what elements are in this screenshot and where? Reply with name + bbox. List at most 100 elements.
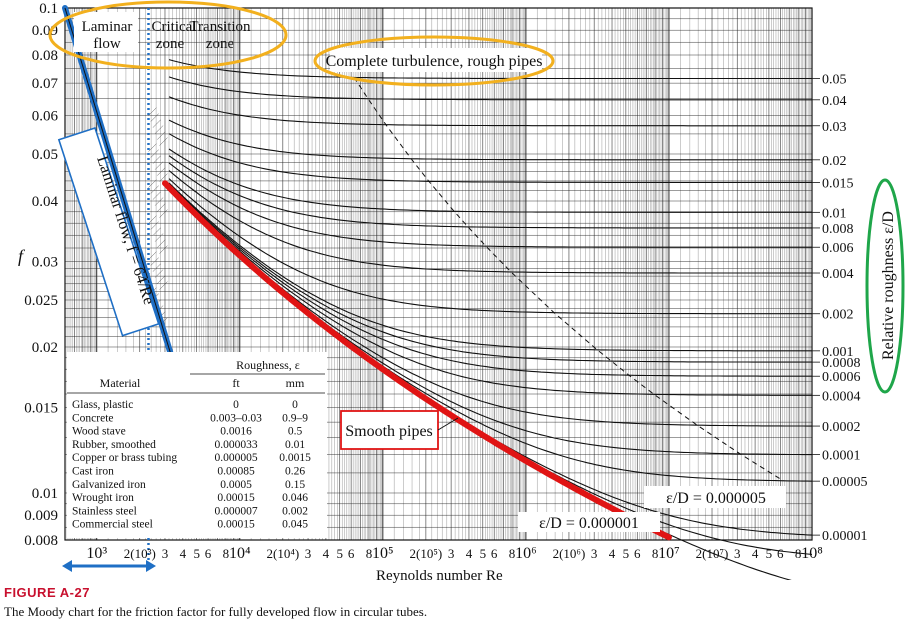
roughness-table-bg	[67, 352, 327, 538]
roughness-curve	[168, 119, 812, 161]
table-cell-ft: 0.000005	[214, 452, 257, 464]
hatch-line	[152, 227, 162, 236]
x-tick-label: 10⁴	[229, 545, 251, 562]
roughness-curve	[168, 170, 812, 274]
table-cell-mm: 0.01	[285, 439, 305, 451]
eps-5e6-bg	[644, 486, 786, 508]
x-tick-label: 3	[305, 546, 312, 561]
x-tick-label: 8	[366, 546, 373, 561]
table-cell-ft: 0.0016	[220, 426, 252, 438]
smooth-pipes-text: Smooth pipes	[345, 423, 433, 440]
x-tick-label: 3	[591, 546, 598, 561]
transition-hatch	[148, 107, 168, 326]
x-tick-label: 2(10⁶)	[553, 546, 586, 561]
table-cell-ft: 0.00015	[217, 492, 255, 504]
turbulence-highlight-ellipse	[313, 35, 555, 87]
roughness-label: 0.00005	[822, 475, 868, 490]
roughness-curve	[168, 178, 812, 315]
arrow-head-right	[146, 560, 156, 572]
table-cell-ft: 0	[233, 399, 239, 411]
roughness-label: 0.03	[822, 120, 847, 135]
x-axis-label: Reynolds number Re	[376, 568, 503, 584]
hatch-line	[150, 185, 159, 194]
hatch-line	[159, 137, 168, 146]
hatch-line	[154, 197, 164, 206]
hatch-line	[148, 251, 157, 260]
table-col-header: ft	[232, 376, 240, 390]
hatch-line	[157, 167, 166, 176]
x-tick-label: 5	[623, 546, 630, 561]
laminar-flow-text: Laminar	[82, 19, 133, 35]
hatch-line	[150, 149, 159, 158]
roughness-label: 0.0008	[822, 356, 861, 371]
table-cell-mm: 0.002	[282, 505, 308, 517]
x-tick-label: 6	[777, 546, 784, 561]
roughness-label: 0.01	[822, 206, 847, 221]
table-cell-mm: 0	[292, 399, 298, 411]
laminar-label-box	[57, 126, 160, 337]
y-tick-label: 0.01	[32, 486, 58, 502]
complete-turbulence-text: Complete turbulence, rough pipes	[326, 53, 543, 70]
x-tick-label: 2(10³)	[124, 546, 156, 561]
hatch-line	[154, 269, 164, 278]
roughness-label: 0.0004	[822, 389, 861, 404]
transition-zone-text: Transition	[189, 19, 251, 35]
table-cell-ft: 0.00085	[217, 466, 255, 478]
figure-title: FIGURE A-27	[4, 585, 90, 600]
y-tick-label: 0.008	[24, 533, 58, 549]
x-tick-label: 6	[205, 546, 212, 561]
table-cell-mm: 0.0015	[279, 452, 311, 464]
x-tick-label: 6	[634, 546, 641, 561]
y-tick-label: 0.05	[32, 147, 58, 163]
arrow-head-left	[62, 560, 72, 572]
x-tick-label: 4	[466, 546, 473, 561]
hatch-line	[154, 161, 164, 170]
table-cell-ft: 0.003–0.03	[210, 412, 262, 424]
x-tick-label: 4	[323, 546, 330, 561]
y-tick-label: 0.07	[32, 76, 59, 92]
table-cell-material: Wood stave	[72, 426, 126, 438]
hatch-line	[152, 191, 162, 200]
hatch-line	[159, 173, 168, 182]
critical-zone-text: zone	[156, 36, 185, 52]
eps-5e6-label: ε/D = 0.000005	[666, 490, 766, 507]
y-tick-label: 0.04	[32, 194, 59, 210]
roughness-curve	[168, 184, 812, 377]
table-cell-material: Stainless steel	[72, 505, 137, 517]
hatch-line	[157, 275, 166, 284]
table-cell-material: Commercial steel	[72, 519, 153, 531]
roughness-curve	[168, 162, 812, 248]
hatch-line	[148, 143, 157, 152]
roughness-label: 0.008	[822, 222, 854, 237]
y2-axis-label: Relative roughness ε/D	[880, 211, 897, 360]
eps-1e6-bg	[518, 512, 660, 532]
roughness-curve	[168, 59, 812, 80]
table-cell-mm: 0.046	[282, 492, 308, 504]
x-tick-label: 5	[766, 546, 773, 561]
hatch-line	[157, 203, 166, 212]
plot-frame	[64, 7, 813, 541]
laminar-flow-text: flow	[93, 36, 121, 52]
critical-zone-text: Critical	[152, 19, 197, 35]
roughness-label: 0.004	[822, 267, 854, 282]
roughness-label: 0.001	[822, 345, 854, 360]
hatch-line	[159, 245, 168, 254]
hatch-line	[157, 239, 166, 248]
table-cell-material: Concrete	[72, 412, 114, 424]
table-cell-mm: 0.5	[288, 426, 303, 438]
x-tick-label: 4	[609, 546, 616, 561]
zone-highlight-ellipse	[48, 0, 288, 70]
smooth-pipes-leader	[437, 417, 459, 431]
table-cell-material: Galvanized iron	[72, 479, 146, 491]
x-tick-label: 5	[193, 546, 200, 561]
y-tick-label: 0.015	[24, 401, 58, 417]
hatch-line	[154, 233, 164, 242]
x-tick-label: 3	[448, 546, 455, 561]
roughness-label: 0.0006	[822, 370, 861, 385]
laminar-line-core	[64, 7, 181, 384]
y-tick-label: 0.025	[24, 293, 58, 309]
table-cell-material: Cast iron	[72, 466, 114, 478]
hatch-line	[157, 131, 166, 140]
x-tick-label: 2(10⁴)	[267, 546, 300, 561]
hatch-line	[159, 281, 168, 290]
